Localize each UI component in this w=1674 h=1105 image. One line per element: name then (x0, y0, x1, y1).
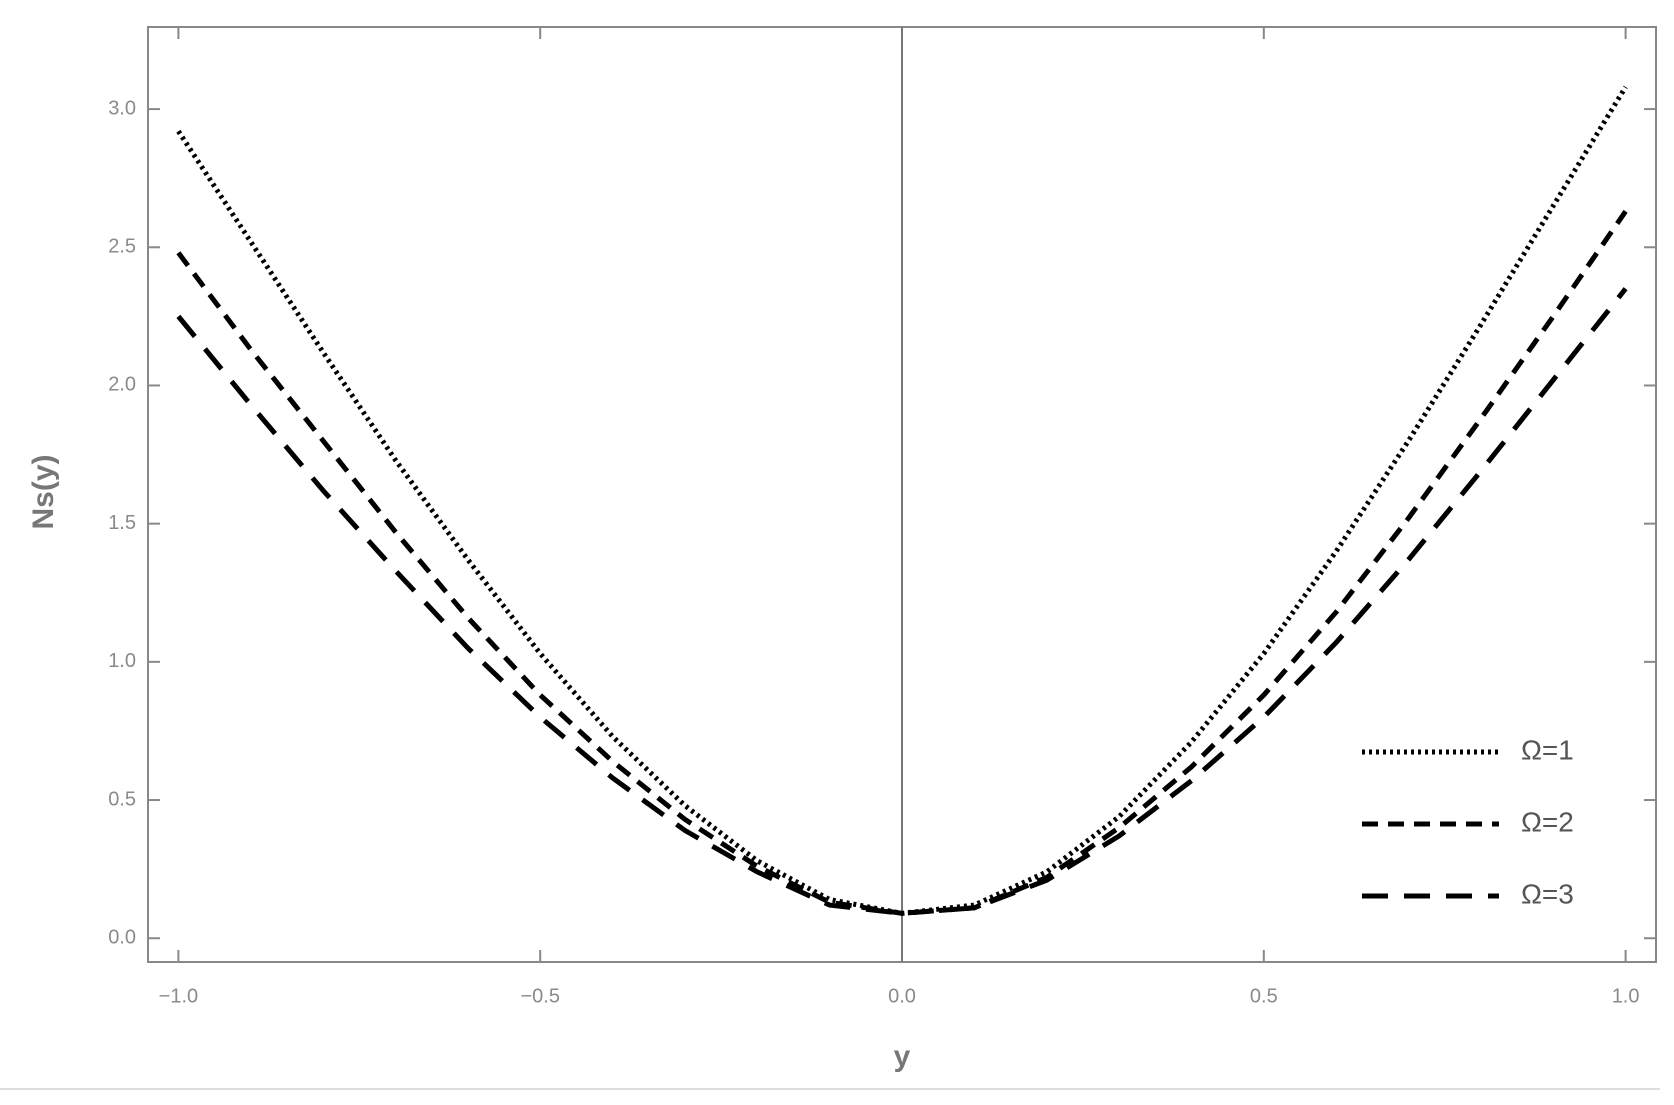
legend-label: Ω=3 (1521, 878, 1574, 909)
y-tick-label: 1.0 (108, 650, 136, 672)
x-tick-label: −1.0 (159, 985, 198, 1007)
legend-label: Ω=1 (1521, 734, 1574, 765)
x-tick-label: 0.0 (888, 985, 916, 1007)
series-line (176, 209, 1628, 916)
x-tick-label: 0.5 (1250, 985, 1278, 1007)
x-tick-label: −0.5 (520, 985, 559, 1007)
y-tick-label: 0.0 (108, 927, 136, 949)
y-tick-label: 2.5 (108, 236, 136, 258)
y-tick-label: 1.5 (108, 512, 136, 534)
y-tick-label: 0.5 (108, 788, 136, 810)
y-axis-label: Ns(y) (27, 454, 60, 529)
y-tick-label: 2.0 (108, 374, 136, 396)
legend-label: Ω=2 (1521, 806, 1574, 837)
series-line (176, 287, 1628, 916)
x-tick-label: 1.0 (1612, 985, 1640, 1007)
y-tick-label: 3.0 (108, 97, 136, 119)
x-axis-label: y (894, 1040, 911, 1073)
